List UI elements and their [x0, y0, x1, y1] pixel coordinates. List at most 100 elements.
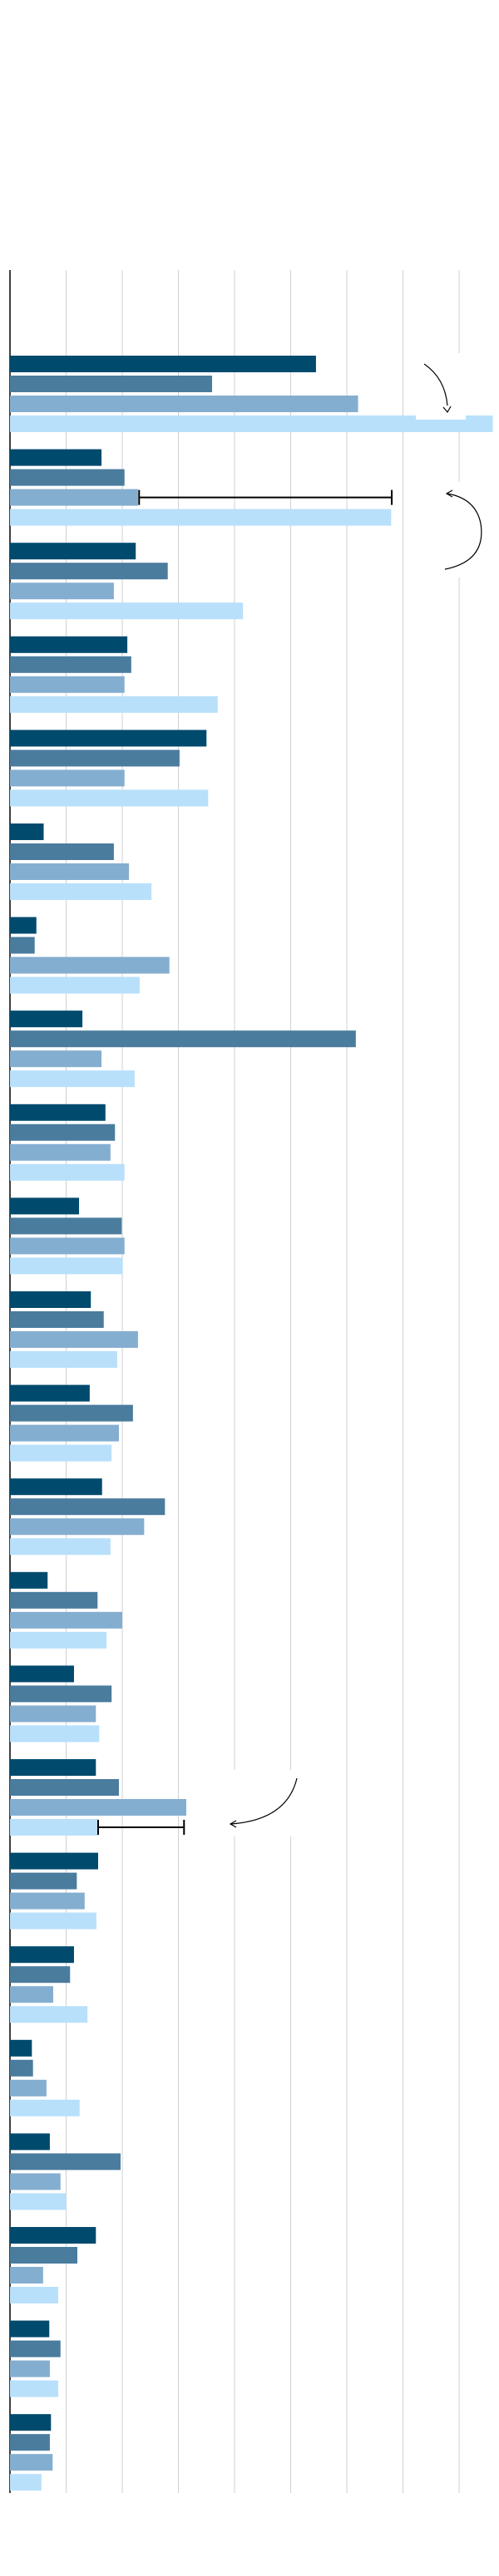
bar [10, 1538, 111, 1556]
bar [10, 563, 168, 580]
bar [10, 489, 138, 506]
bar [10, 2360, 50, 2377]
bar [10, 883, 152, 900]
bar [10, 1123, 116, 1141]
bar [10, 1946, 74, 1964]
bar [10, 1478, 102, 1496]
bar [10, 1631, 107, 1649]
bar [10, 1257, 123, 1275]
bar [10, 1819, 98, 1836]
bar [10, 937, 35, 954]
bar [10, 1852, 98, 1870]
bar [10, 2380, 59, 2397]
bar [10, 656, 131, 673]
bar [10, 863, 130, 880]
bar [10, 976, 140, 994]
bar [10, 1892, 85, 1910]
bar [10, 509, 392, 526]
bar [10, 449, 102, 466]
bar [10, 1030, 356, 1048]
bar [10, 730, 207, 747]
annotation-arrows [229, 363, 482, 1828]
bar [10, 1685, 112, 1703]
bar [10, 543, 136, 560]
annotation-backdrop [416, 353, 466, 420]
bar [10, 1143, 111, 1161]
bar [10, 2099, 80, 2116]
bar [10, 1912, 96, 1930]
bar [10, 2474, 42, 2491]
bars [10, 356, 493, 2491]
bar [10, 1498, 166, 1516]
bar [10, 2227, 96, 2244]
bar [10, 1705, 96, 1723]
bar [10, 2193, 67, 2210]
bar [10, 823, 44, 840]
bar [10, 1444, 112, 1462]
bar [10, 843, 114, 860]
bar [10, 1311, 104, 1328]
bar [10, 1518, 145, 1536]
bar [10, 2287, 59, 2303]
bar [10, 1010, 83, 1028]
bar [10, 2173, 61, 2190]
bar [10, 789, 209, 807]
bar [10, 583, 114, 600]
bar [10, 1384, 90, 1402]
bar [10, 636, 128, 653]
bar [10, 676, 125, 693]
bar [10, 769, 125, 787]
bar [10, 2153, 121, 2170]
bar [10, 1591, 98, 1609]
bar [10, 2340, 61, 2357]
bar [10, 1404, 133, 1422]
bar [10, 2434, 50, 2451]
bar [10, 1725, 100, 1743]
bar [10, 2039, 32, 2057]
arrow [230, 1777, 298, 1825]
bar [10, 1331, 138, 1348]
bar [10, 1237, 125, 1255]
bar [10, 1351, 117, 1368]
bar [10, 1197, 80, 1215]
bar [10, 2454, 53, 2471]
bar [10, 1104, 106, 1121]
bar [10, 1163, 125, 1181]
bar [10, 2133, 50, 2151]
overlays [96, 489, 393, 1835]
bar [10, 356, 316, 372]
bar [10, 1070, 135, 1088]
arrow-head [229, 1820, 237, 1828]
bar [10, 696, 218, 713]
bar [10, 2059, 33, 2077]
bar [10, 376, 213, 392]
bar [10, 1291, 91, 1308]
bar [10, 1966, 71, 1984]
bar [10, 1665, 74, 1683]
bar [10, 2320, 50, 2338]
bar [10, 917, 37, 934]
bar [10, 1872, 77, 1890]
bar [10, 1424, 119, 1442]
bar [10, 396, 358, 412]
bar [10, 1759, 96, 1776]
arrow-head [445, 489, 453, 498]
annotation-backdrop [432, 482, 499, 578]
bar [10, 2267, 43, 2283]
bar [10, 2079, 47, 2097]
bar [10, 469, 125, 486]
arrow [423, 363, 448, 406]
bar [10, 1050, 102, 1068]
bar [10, 2414, 52, 2431]
arrow [444, 493, 482, 570]
bar [10, 415, 493, 432]
bar [10, 956, 170, 974]
bar [10, 2247, 78, 2264]
bar [10, 1986, 53, 2003]
annotation-backdrop [216, 1770, 308, 1836]
bar [10, 602, 244, 620]
bar [10, 1779, 119, 1796]
bar [10, 1571, 48, 1589]
bar [10, 750, 180, 767]
bar [10, 1217, 122, 1235]
